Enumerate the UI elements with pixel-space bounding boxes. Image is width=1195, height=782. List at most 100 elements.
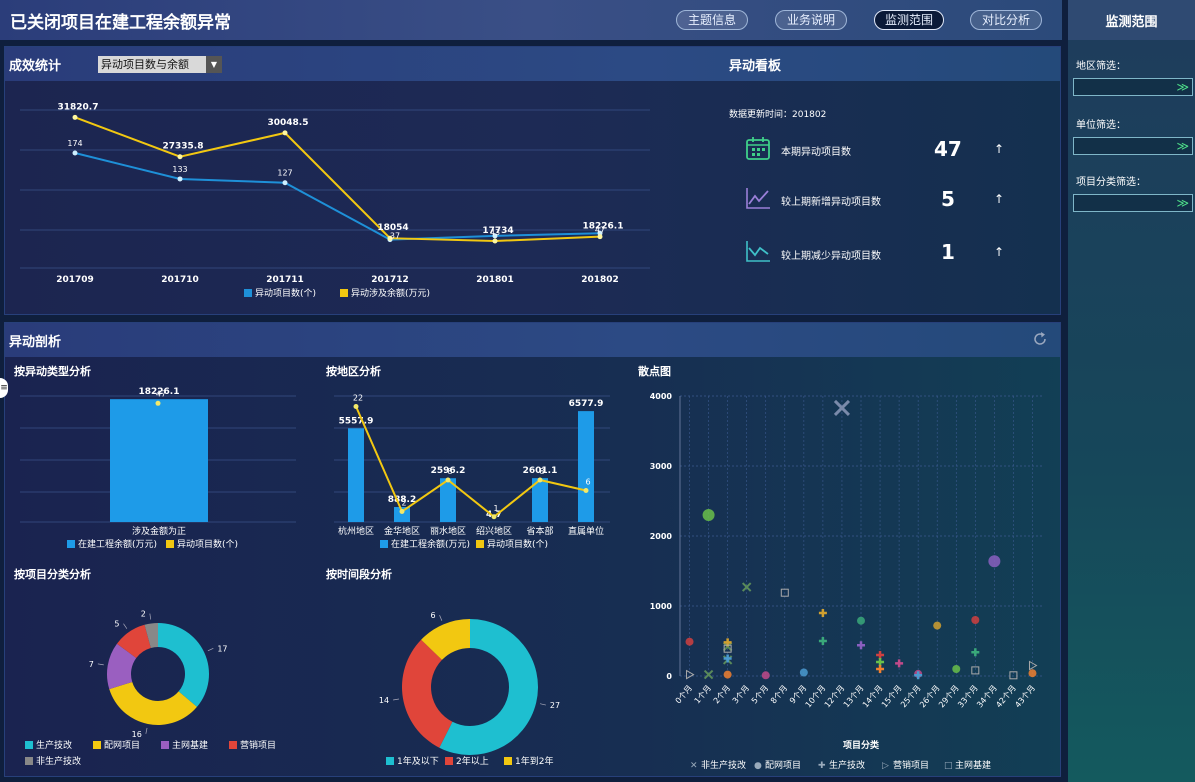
x-tick-label: 涉及金额为正 xyxy=(132,525,186,537)
region-legend-swatch-0 xyxy=(380,540,388,548)
side-toggle-icon[interactable]: ≡ xyxy=(0,378,8,398)
x-tick-label: 43个月 xyxy=(1013,684,1037,710)
count-data-label: 127 xyxy=(277,169,292,178)
period-slice xyxy=(421,619,470,660)
x-tick-label: 201801 xyxy=(476,275,514,285)
balance-bar xyxy=(578,411,594,522)
period-legend-label-0: 1年及以下 xyxy=(397,755,439,767)
category-leader-line xyxy=(149,613,152,620)
type-analysis-title: 按异动类型分析 xyxy=(14,365,91,378)
balance-data-label: 5557.9 xyxy=(339,416,374,426)
x-tick-label: 201712 xyxy=(371,275,409,285)
balance-data-label: 888.2 xyxy=(388,495,416,505)
line-legend-label-1: 异动涉及余额(万元) xyxy=(351,287,430,299)
scatter-point xyxy=(933,621,942,630)
arrow-up-icon: ↑ xyxy=(994,192,1005,206)
scatter-legend-icon: ▷ xyxy=(882,761,889,771)
count-point xyxy=(491,514,497,520)
amount-series-point xyxy=(492,238,498,244)
unit-filter-select[interactable]: ≫ xyxy=(1073,137,1193,155)
scatter-legend-icon: □ xyxy=(944,761,953,771)
category-slice xyxy=(158,623,209,707)
type-legend-swatch-1 xyxy=(166,540,174,548)
amount-series-line xyxy=(74,116,601,243)
scatter-legend-label: 营销项目 xyxy=(893,759,929,771)
period-legend-swatch-1 xyxy=(445,757,453,765)
amount-series-point xyxy=(72,114,78,120)
scatter-point xyxy=(876,665,885,673)
metric-dropdown[interactable]: 异动项目数与余额 ▼ xyxy=(98,56,222,73)
topic-info-button[interactable]: 主题信息 xyxy=(676,10,748,30)
amount-series-point xyxy=(387,235,393,241)
scatter-point xyxy=(971,648,980,657)
kpi-label-decrease: 较上期减少异动项目数 xyxy=(781,251,881,262)
balance-data-label: 6577.9 xyxy=(569,399,604,409)
count-line xyxy=(355,406,587,519)
category-analysis-title: 按项目分类分析 xyxy=(14,568,91,581)
right-panel-title: 监测范围 xyxy=(1105,15,1158,30)
scatter-point xyxy=(723,670,732,679)
count-series-point xyxy=(177,176,183,182)
x-tick-label: 杭州地区 xyxy=(338,525,374,537)
category-value-label: 17 xyxy=(217,644,227,653)
count-series-point xyxy=(492,233,498,239)
count-series-line xyxy=(74,152,601,241)
scatter-chart: 010002000300040000个月1个月2个月3个月5个月8个月9个月10… xyxy=(650,392,1042,771)
period-legend-label-2: 1年到2年 xyxy=(515,755,553,767)
balance-data-label: 18226.1 xyxy=(139,387,180,397)
anomaly-analysis-header xyxy=(5,323,1060,357)
scatter-point xyxy=(895,659,904,668)
scatter-point xyxy=(988,555,1001,568)
type-legend-label-0: 在建工程余额(万元) xyxy=(78,538,157,550)
region-filter-select[interactable]: ≫ xyxy=(1073,78,1193,96)
scatter-point xyxy=(971,666,980,675)
period-leader-line xyxy=(393,698,400,701)
category-legend-swatch-3 xyxy=(229,741,237,749)
y-tick-label: 1000 xyxy=(650,602,673,611)
scatter-point xyxy=(876,658,885,666)
scatter-title: 散点图 xyxy=(638,365,671,378)
scatter-point xyxy=(723,654,732,663)
scatter-point xyxy=(952,665,961,673)
count-data-label: 2 xyxy=(401,499,406,508)
y-tick-label: 4000 xyxy=(650,392,673,401)
amount-data-label: 30048.5 xyxy=(268,118,309,128)
category-filter-select[interactable]: ≫ xyxy=(1073,194,1193,212)
amount-series-point xyxy=(282,130,288,136)
compare-analysis-button[interactable]: 对比分析 xyxy=(970,10,1042,30)
trend-line-chart: 201709 201710 201711 201712 201801 201802 174 1… xyxy=(20,102,650,299)
scatter-point xyxy=(685,637,694,646)
refresh-icon[interactable] xyxy=(1032,331,1048,347)
period-legend-swatch-0 xyxy=(386,757,394,765)
x-tick-label: 直属单位 xyxy=(568,525,604,537)
count-point xyxy=(445,477,451,483)
count-data-label: 8 xyxy=(447,467,452,476)
monitor-scope-button[interactable]: 监测范围 xyxy=(874,10,944,30)
count-point xyxy=(583,488,589,493)
scatter-point xyxy=(876,651,885,659)
category-legend-label-0: 生产技改 xyxy=(36,739,72,751)
scatter-point xyxy=(1009,671,1018,680)
category-value-label: 2 xyxy=(141,610,146,619)
x-tick-label: 丽水地区 xyxy=(430,525,466,537)
business-desc-button[interactable]: 业务说明 xyxy=(775,10,847,30)
count-data-label: 43 xyxy=(490,228,500,237)
scatter-point xyxy=(1028,669,1037,678)
anomaly-analysis-title: 异动剖析 xyxy=(9,335,62,350)
scatter-legend-label: 生产技改 xyxy=(829,759,865,771)
scatter-point xyxy=(723,644,732,653)
amount-data-label: 17734 xyxy=(482,226,513,236)
scatter-point xyxy=(818,609,827,617)
count-data-label: 6 xyxy=(585,478,590,487)
x-tick-label: 0个月 xyxy=(674,684,694,706)
line-legend-swatch-1 xyxy=(340,289,348,297)
category-value-label: 7 xyxy=(89,660,94,669)
kpi-value-current: 47 xyxy=(934,137,962,161)
x-tick-label: 金华地区 xyxy=(384,525,420,537)
period-analysis-title: 按时间段分析 xyxy=(326,568,392,581)
period-legend-swatch-2 xyxy=(504,757,512,765)
y-tick-label: 3000 xyxy=(650,462,673,471)
count-data-label: 174 xyxy=(67,139,82,148)
x-tick-label: 2个月 xyxy=(712,684,732,706)
